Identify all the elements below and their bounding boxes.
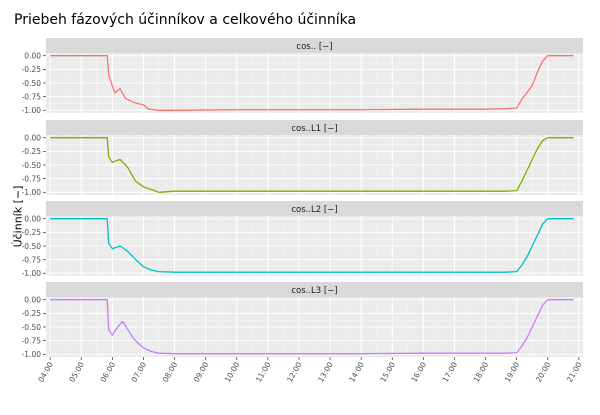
y-tick-label: -0.50 <box>22 323 42 332</box>
facet-strip <box>46 282 583 297</box>
x-tick-label: 16:00 <box>409 360 428 383</box>
y-tick-label: 0.00 <box>24 296 41 305</box>
x-tick-label: 14:00 <box>347 360 366 383</box>
y-tick-label: -0.25 <box>22 65 42 74</box>
x-tick-label: 17:00 <box>441 360 460 383</box>
y-tick-label: -0.50 <box>22 242 42 251</box>
y-tick-label: -1.00 <box>22 106 42 115</box>
x-tick-label: 20:00 <box>534 360 553 383</box>
facet-strip-label: cos.. [−] <box>296 42 332 52</box>
y-tick-label: -0.25 <box>22 309 42 318</box>
x-tick-label: 21:00 <box>565 360 584 383</box>
y-tick-label: -1.00 <box>22 188 42 197</box>
y-tick-label: -0.25 <box>22 147 42 156</box>
facet-strip <box>46 201 583 216</box>
facet-strip-label: cos..L3 [−] <box>291 286 337 296</box>
x-tick-label: 15:00 <box>378 360 397 383</box>
y-tick-label: 0.00 <box>24 134 41 143</box>
y-tick-label: 0.00 <box>24 52 41 61</box>
x-tick-label: 19:00 <box>503 360 522 383</box>
y-tick-label: -1.00 <box>22 350 42 359</box>
facet-strip <box>46 120 583 135</box>
chart-title: Priebeh fázových účinníkov a celkového ú… <box>14 12 357 28</box>
series-line <box>50 55 574 111</box>
y-tick-label: -0.50 <box>22 161 42 170</box>
series-line <box>50 218 574 273</box>
x-tick-label: 06:00 <box>98 360 117 383</box>
y-tick-label: -0.75 <box>22 336 42 345</box>
series-line <box>50 299 574 355</box>
x-tick-label: 07:00 <box>130 360 149 383</box>
x-tick-label: 04:00 <box>36 360 55 383</box>
x-tick-label: 08:00 <box>161 360 180 383</box>
x-tick-label: 05:00 <box>67 360 86 383</box>
y-tick-label: -0.50 <box>22 79 42 88</box>
facet-strip-label: cos..L2 [−] <box>291 205 337 215</box>
series-line <box>50 137 574 193</box>
y-tick-label: -1.00 <box>22 269 42 278</box>
y-tick-label: -0.75 <box>22 92 42 101</box>
facet-strip-label: cos..L1 [−] <box>291 124 337 134</box>
y-tick-label: -0.25 <box>22 228 42 237</box>
x-tick-label: 10:00 <box>223 360 242 383</box>
x-tick-label: 09:00 <box>192 360 211 383</box>
x-tick-label: 12:00 <box>285 360 304 383</box>
x-tick-label: 11:00 <box>254 360 273 383</box>
facet-strip <box>46 38 583 53</box>
x-tick-label: 18:00 <box>472 360 491 383</box>
y-tick-label: -0.75 <box>22 174 42 183</box>
y-tick-label: 0.00 <box>24 215 41 224</box>
x-tick-label: 13:00 <box>316 360 335 383</box>
y-tick-label: -0.75 <box>22 255 42 264</box>
